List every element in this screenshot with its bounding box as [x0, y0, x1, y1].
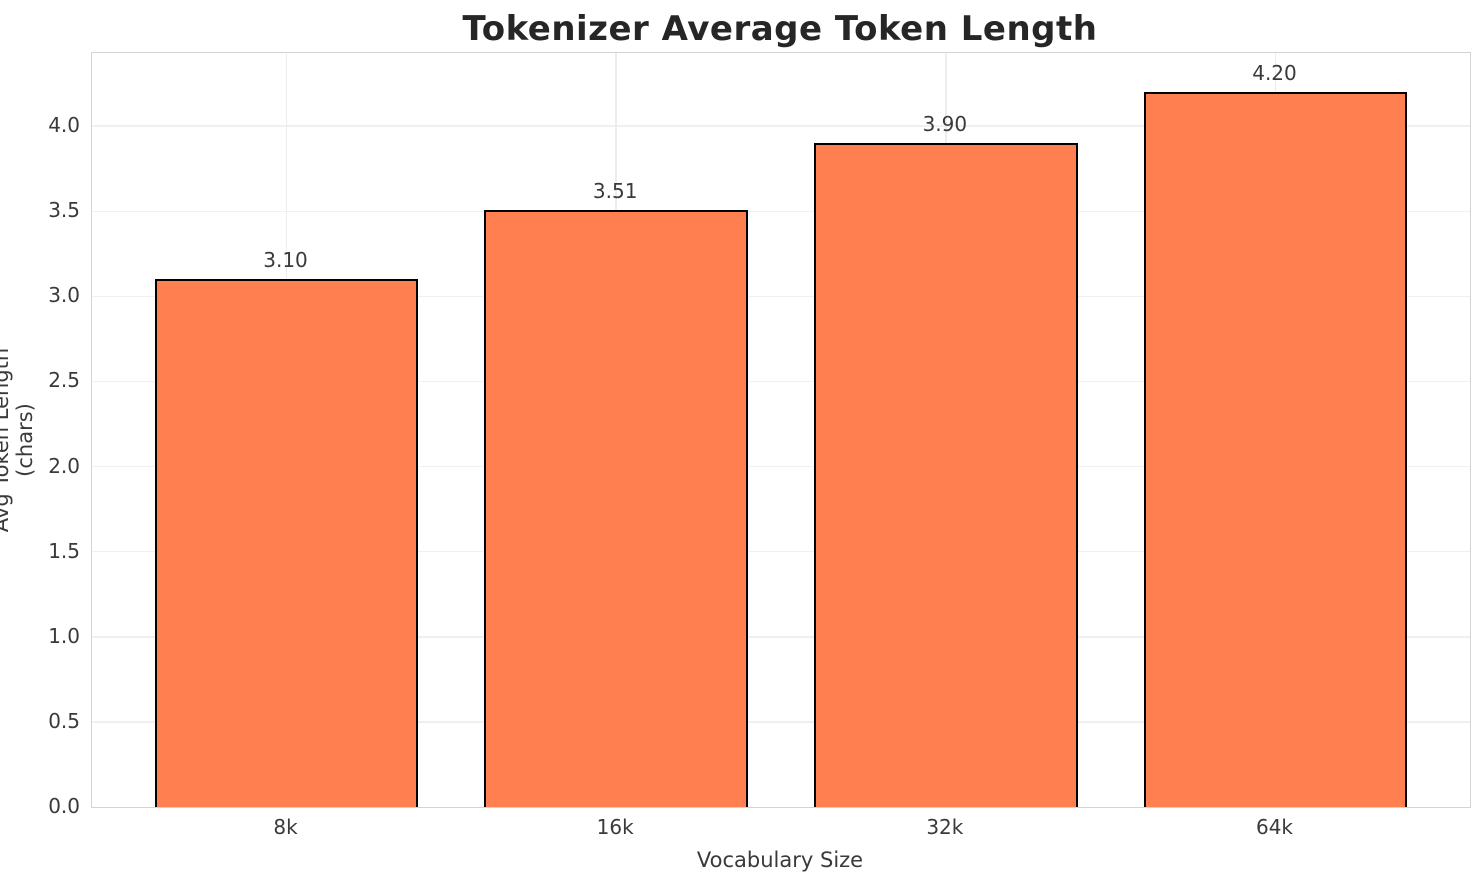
h-gridline [92, 721, 1470, 723]
y-tick-label: 3.5 [48, 198, 80, 223]
bar-value-label-64k: 4.20 [1252, 61, 1297, 86]
x-tick-label-8k: 8k [273, 815, 298, 839]
h-gridline [92, 295, 1470, 298]
x-axis-title: Vocabulary Size [696, 848, 864, 872]
y-axis-title: Avg Token Length (chars) [0, 347, 37, 533]
bar-value-label-32k: 3.90 [922, 112, 968, 137]
y-tick-label: 1.0 [48, 623, 80, 648]
bar-16k [484, 209, 749, 807]
x-tick-label-64k: 64k [1255, 815, 1293, 839]
bar-64k [1143, 92, 1408, 807]
x-tick-label-16k: 16k [596, 815, 634, 839]
y-tick-label: 0.0 [48, 794, 80, 818]
y-tick-label: 3.0 [48, 283, 80, 308]
bar-8k [154, 279, 419, 807]
y-tick-label: 1.5 [48, 538, 80, 563]
y-tick-label: 2.5 [48, 368, 80, 393]
h-gridline [92, 380, 1470, 383]
h-gridline [92, 210, 1470, 213]
h-gridline [92, 125, 1470, 127]
bar-32k [813, 143, 1078, 807]
y-tick-label: 4.0 [48, 113, 80, 138]
y-tick-label: 0.5 [48, 708, 80, 733]
bar-value-label-16k: 3.51 [592, 178, 638, 203]
chart-title: Tokenizer Average Token Length [462, 9, 1098, 49]
h-gridline [92, 636, 1470, 638]
h-gridline [92, 550, 1470, 553]
y-tick-label: 2.0 [48, 453, 80, 478]
plot-area [91, 52, 1471, 808]
h-gridline [92, 465, 1470, 468]
x-tick-label-32k: 32k [926, 815, 964, 839]
bar-value-label-8k: 3.10 [263, 248, 308, 273]
